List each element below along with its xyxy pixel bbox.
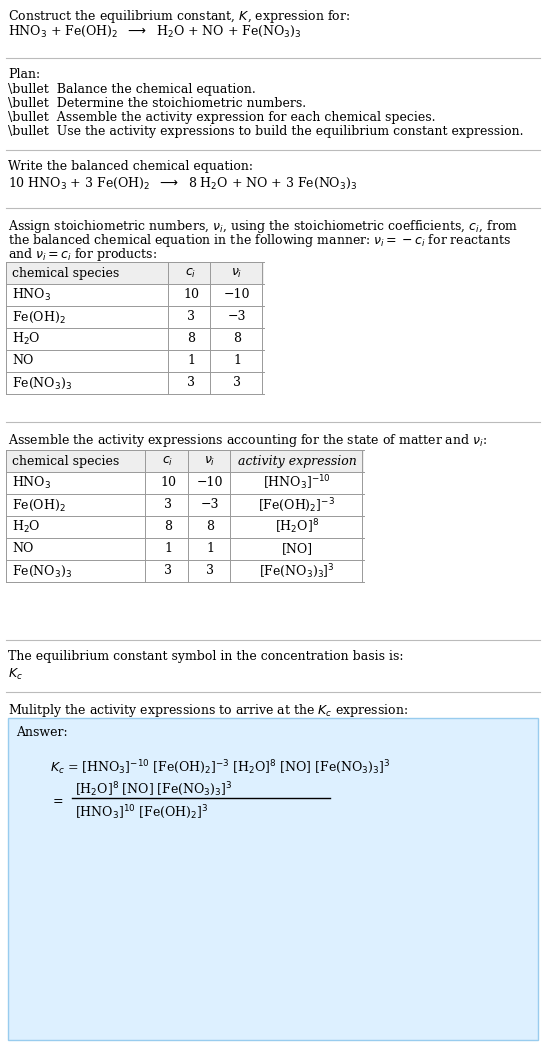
- Text: The equilibrium constant symbol in the concentration basis is:: The equilibrium constant symbol in the c…: [8, 650, 403, 663]
- Text: 8: 8: [164, 520, 172, 534]
- Text: $=$: $=$: [50, 794, 64, 806]
- Text: Assign stoichiometric numbers, $\nu_i$, using the stoichiometric coefficients, $: Assign stoichiometric numbers, $\nu_i$, …: [8, 218, 518, 235]
- Text: chemical species: chemical species: [12, 454, 119, 468]
- Bar: [6, 494, 364, 516]
- Text: −3: −3: [228, 310, 246, 324]
- Bar: [6, 350, 264, 372]
- Text: [HNO$_3$]$^{10}$ [Fe(OH)$_2$]$^3$: [HNO$_3$]$^{10}$ [Fe(OH)$_2$]$^3$: [75, 803, 208, 821]
- Text: Mulitply the activity expressions to arrive at the $K_c$ expression:: Mulitply the activity expressions to arr…: [8, 702, 408, 719]
- Text: 1: 1: [206, 542, 214, 556]
- Text: Plan:: Plan:: [8, 68, 40, 81]
- Text: NO: NO: [12, 354, 33, 368]
- Text: Fe(NO$_3$)$_3$: Fe(NO$_3$)$_3$: [12, 563, 72, 579]
- Text: chemical species: chemical species: [12, 267, 119, 280]
- Text: Assemble the activity expressions accounting for the state of matter and $\nu_i$: Assemble the activity expressions accoun…: [8, 432, 487, 449]
- Text: Fe(OH)$_2$: Fe(OH)$_2$: [12, 497, 66, 513]
- Text: and $\nu_i = c_i$ for products:: and $\nu_i = c_i$ for products:: [8, 246, 157, 263]
- Text: 10: 10: [183, 289, 199, 302]
- Text: NO: NO: [12, 542, 33, 556]
- Text: 3: 3: [233, 376, 241, 390]
- Text: HNO$_3$ + Fe(OH)$_2$  $\longrightarrow$  H$_2$O + NO + Fe(NO$_3$)$_3$: HNO$_3$ + Fe(OH)$_2$ $\longrightarrow$ H…: [8, 24, 301, 39]
- Text: 3: 3: [206, 564, 214, 577]
- Text: Fe(OH)$_2$: Fe(OH)$_2$: [12, 309, 66, 325]
- Text: \bullet  Use the activity expressions to build the equilibrium constant expressi: \bullet Use the activity expressions to …: [8, 125, 524, 138]
- Text: 1: 1: [164, 542, 172, 556]
- Text: 3: 3: [164, 564, 172, 577]
- Text: $c_i$: $c_i$: [162, 454, 174, 468]
- Text: Construct the equilibrium constant, $K$, expression for:: Construct the equilibrium constant, $K$,…: [8, 8, 350, 25]
- Bar: [6, 538, 364, 560]
- Text: Fe(NO$_3$)$_3$: Fe(NO$_3$)$_3$: [12, 375, 72, 391]
- Text: Answer:: Answer:: [16, 726, 68, 739]
- Bar: [6, 450, 364, 472]
- Text: 3: 3: [187, 310, 195, 324]
- Text: $\nu_i$: $\nu_i$: [204, 454, 216, 468]
- Text: 8: 8: [187, 332, 195, 346]
- Text: [Fe(NO$_3$)$_3$]$^3$: [Fe(NO$_3$)$_3$]$^3$: [259, 562, 335, 580]
- Text: 1: 1: [187, 354, 195, 368]
- Text: HNO$_3$: HNO$_3$: [12, 287, 51, 303]
- Bar: [6, 262, 264, 284]
- Text: 8: 8: [206, 520, 214, 534]
- Text: activity expression: activity expression: [238, 454, 357, 468]
- Text: [Fe(OH)$_2$]$^{-3}$: [Fe(OH)$_2$]$^{-3}$: [258, 496, 336, 514]
- Text: 10 HNO$_3$ + 3 Fe(OH)$_2$  $\longrightarrow$  8 H$_2$O + NO + 3 Fe(NO$_3$)$_3$: 10 HNO$_3$ + 3 Fe(OH)$_2$ $\longrightarr…: [8, 176, 357, 191]
- Bar: [6, 516, 364, 538]
- Text: $c_i$: $c_i$: [186, 267, 197, 280]
- Text: H$_2$O: H$_2$O: [12, 331, 40, 347]
- Text: [H$_2$O]$^8$: [H$_2$O]$^8$: [275, 518, 319, 536]
- Text: −3: −3: [201, 498, 219, 512]
- Text: 8: 8: [233, 332, 241, 346]
- Bar: [8, 718, 538, 1040]
- Text: [H$_2$O]$^8$ [NO] [Fe(NO$_3$)$_3$]$^3$: [H$_2$O]$^8$ [NO] [Fe(NO$_3$)$_3$]$^3$: [75, 780, 233, 798]
- Text: [NO]: [NO]: [281, 542, 312, 556]
- Bar: [6, 328, 264, 350]
- Bar: [6, 306, 264, 328]
- Text: HNO$_3$: HNO$_3$: [12, 475, 51, 491]
- Bar: [6, 560, 364, 582]
- Text: \bullet  Determine the stoichiometric numbers.: \bullet Determine the stoichiometric num…: [8, 97, 306, 110]
- Text: −10: −10: [224, 289, 250, 302]
- Bar: [6, 284, 264, 306]
- Text: $K_c$ = [HNO$_3$]$^{-10}$ [Fe(OH)$_2$]$^{-3}$ [H$_2$O]$^8$ [NO] [Fe(NO$_3$)$_3$]: $K_c$ = [HNO$_3$]$^{-10}$ [Fe(OH)$_2$]$^…: [50, 758, 390, 776]
- Text: [HNO$_3$]$^{-10}$: [HNO$_3$]$^{-10}$: [263, 474, 331, 492]
- Text: $\nu_i$: $\nu_i$: [232, 267, 242, 280]
- Text: $K_c$: $K_c$: [8, 667, 23, 682]
- Bar: [6, 372, 264, 394]
- Text: H$_2$O: H$_2$O: [12, 519, 40, 535]
- Text: Write the balanced chemical equation:: Write the balanced chemical equation:: [8, 160, 253, 173]
- Text: 3: 3: [164, 498, 172, 512]
- Text: 1: 1: [233, 354, 241, 368]
- Text: the balanced chemical equation in the following manner: $\nu_i = -c_i$ for react: the balanced chemical equation in the fo…: [8, 232, 511, 249]
- Text: 3: 3: [187, 376, 195, 390]
- Text: −10: −10: [197, 476, 223, 490]
- Bar: [6, 472, 364, 494]
- Text: \bullet  Balance the chemical equation.: \bullet Balance the chemical equation.: [8, 83, 256, 96]
- Text: 10: 10: [160, 476, 176, 490]
- Text: \bullet  Assemble the activity expression for each chemical species.: \bullet Assemble the activity expression…: [8, 111, 436, 124]
